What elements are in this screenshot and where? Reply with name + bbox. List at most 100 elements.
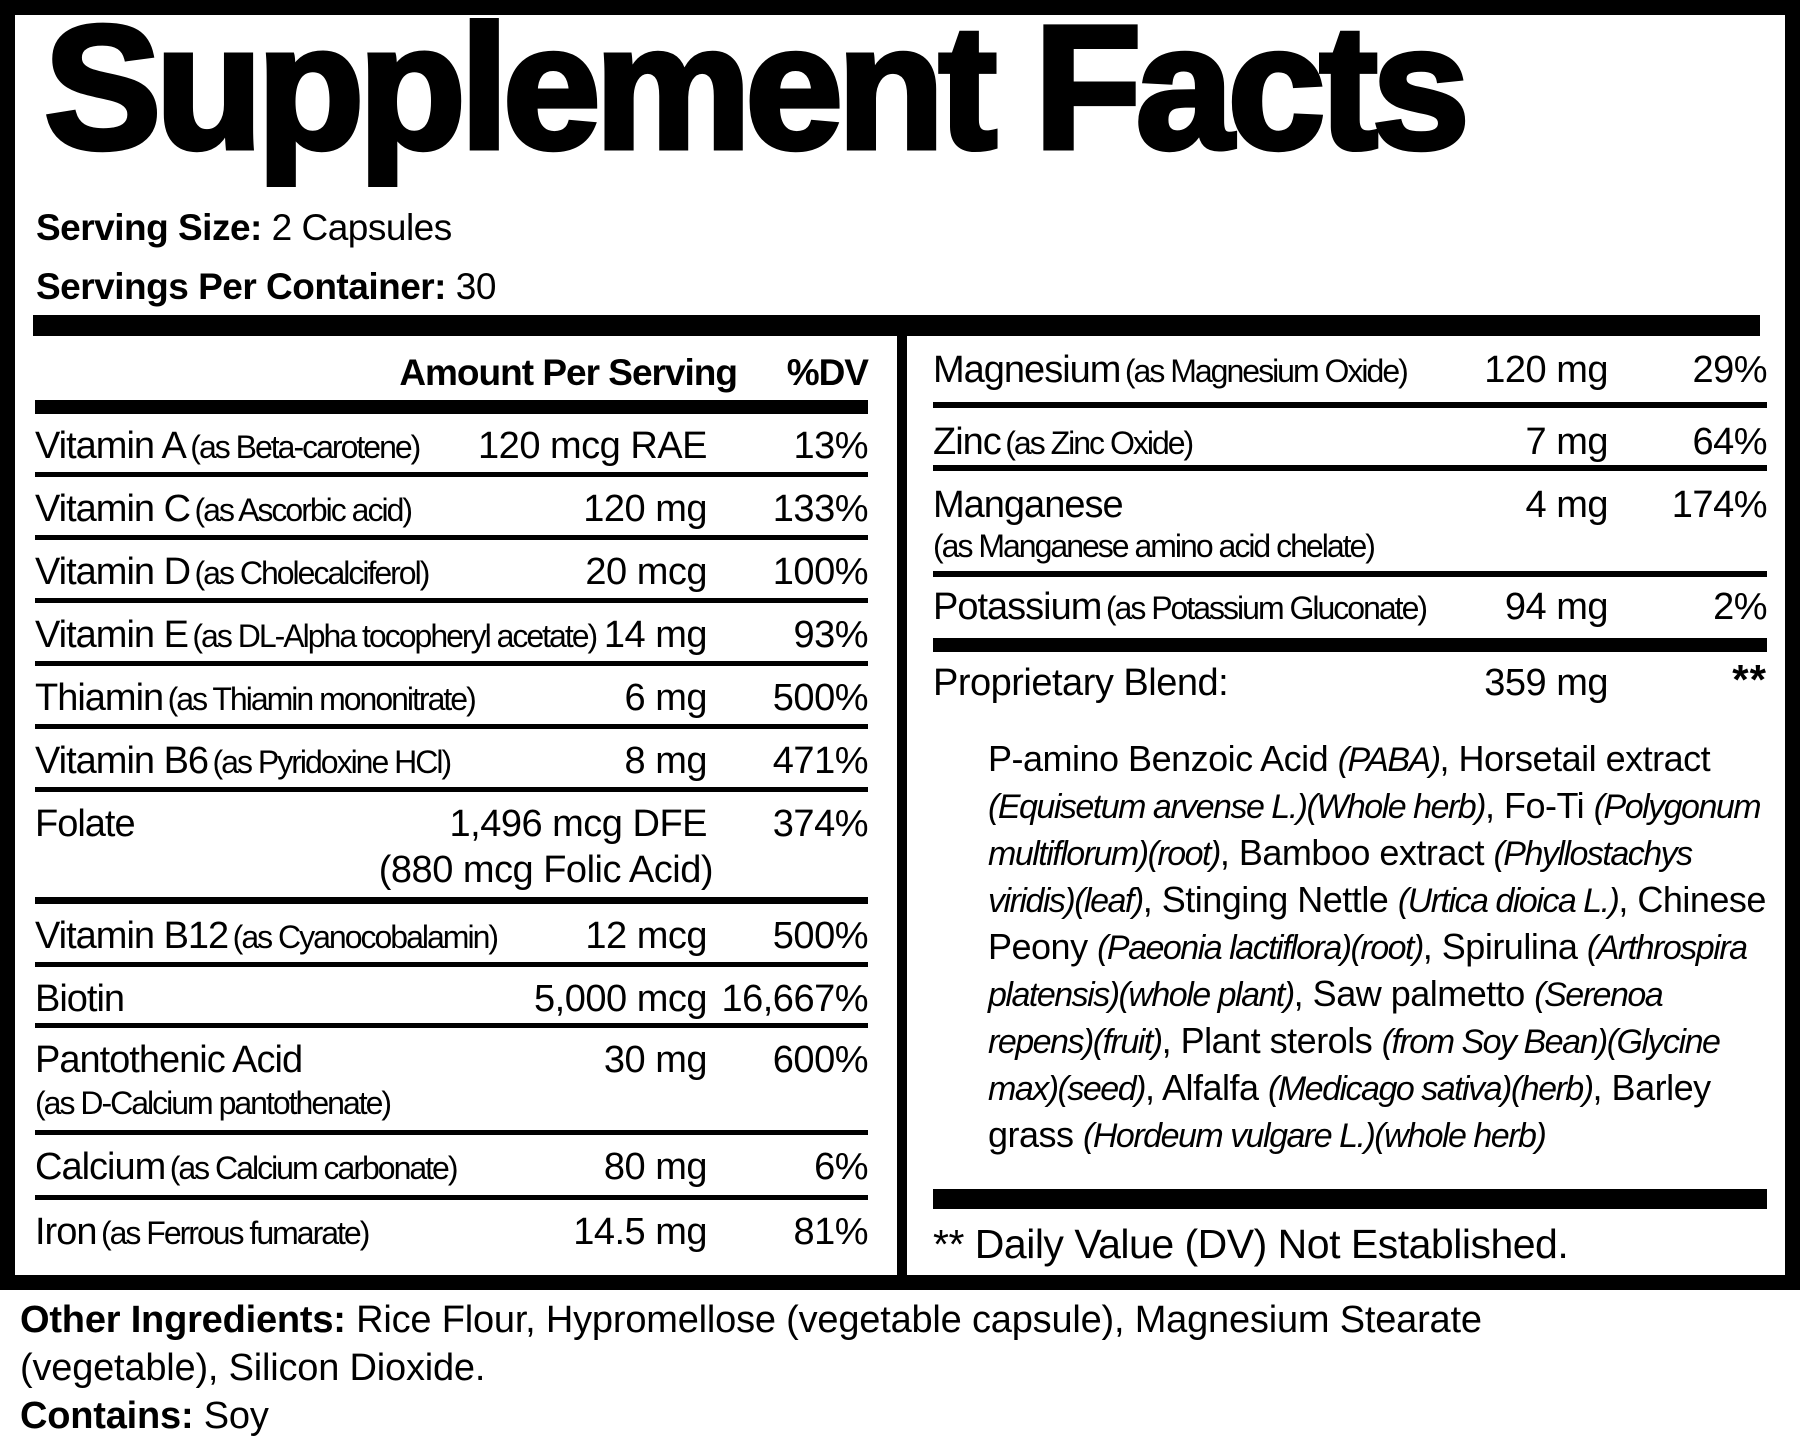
contains-line: Contains: Soy (20, 1392, 1780, 1440)
serving-size-value: 2 Capsules (261, 207, 453, 248)
table-row-zinc: Zinc (as Zinc Oxide) 7 mg 64% (933, 408, 1767, 471)
blend-segment: , Horsetail extract (1439, 738, 1711, 779)
table-row-vitamin-b6: Vitamin B6 (as Pyridoxine HCl) 8 mg 471% (35, 729, 869, 792)
nutrient-form: (as Cyanocobalamin) (232, 919, 499, 955)
nutrient-amount: 120 mg (1479, 349, 1608, 392)
nutrient-form: (as Calcium carbonate) (169, 1150, 459, 1186)
nutrient-name: Vitamin C (35, 488, 191, 530)
nutrient-dv: 6% (809, 1146, 868, 1189)
blend-segment-latin: (PABA) (1337, 741, 1441, 779)
blend-dv-asterisks: ** (1732, 656, 1767, 703)
nutrient-name: Vitamin A (35, 425, 187, 467)
nutrient-form: (as Magnesium Oxide) (1124, 353, 1409, 389)
other-ingredients-label: Other Ingredients: (20, 1299, 346, 1341)
nutrient-dv: 2% (1708, 586, 1767, 629)
nutrient-dv: 600% (767, 1039, 869, 1082)
serving-size-line: Serving Size: 2 Capsules (36, 198, 496, 257)
blend-amount: 359 mg (1484, 662, 1608, 704)
nutrient-dv: 374% (767, 803, 869, 846)
other-ingredients-value: Rice Flour, Hypromellose (vegetable caps… (345, 1299, 1482, 1341)
nutrient-dv: 64% (1687, 421, 1767, 464)
nutrient-form: (as D-Calcium pantothenate) (35, 1085, 392, 1121)
table-row-iron: Iron (as Ferrous fumarate) 14.5 mg 81% (35, 1200, 868, 1258)
nutrient-name: Biotin (35, 978, 125, 1020)
table-row-manganese: Manganese (as Manganese amino acid chela… (933, 471, 1768, 577)
table-row-biotin: Biotin 5,000 mcg 16,667% (35, 967, 868, 1028)
blend-segment-latin: (from Soy Bean)(Glycine max)(seed) (988, 1023, 1721, 1108)
nutrient-amount: 5,000 mcg (529, 978, 707, 1021)
nutrient-amount-secondary: (880 mcg Folic Acid) (378, 849, 714, 891)
nutrient-name: Manganese (933, 484, 1124, 526)
dv-header: %DV (786, 352, 869, 393)
dv-footnote: ** Daily Value (DV) Not Established. (933, 1221, 1569, 1267)
nutrient-dv: 471% (767, 740, 869, 783)
nutrient-dv: 500% (767, 915, 869, 958)
table-row-vitamin-a: Vitamin A (as Beta-carotene) 120 mcg RAE… (35, 414, 868, 477)
nutrient-form: (as Cholecalciferol) (194, 555, 430, 591)
blend-segment: , Stinging Nettle (1142, 879, 1398, 920)
other-ingredients-line1: Other Ingredients: Rice Flour, Hypromell… (20, 1296, 1780, 1344)
top-section-bar (33, 315, 1760, 336)
table-row-folate: Folate 1,496 mcg DFE (880 mcg Folic Acid… (35, 792, 869, 904)
nutrient-dv: 100% (767, 551, 869, 594)
contains-label: Contains: (20, 1395, 194, 1437)
serving-size-label: Serving Size: (36, 207, 262, 248)
nutrient-name: Folate (35, 803, 136, 845)
other-ingredients-line2: (vegetable), Silicon Dioxide. (20, 1344, 1780, 1392)
nutrient-form: (as Thiamin mononitrate) (167, 681, 477, 717)
nutrient-form: (as Potassium Gluconate) (1105, 590, 1428, 626)
nutrient-amount: 20 mcg (580, 551, 707, 594)
nutrient-amount: 120 mg (578, 488, 707, 531)
nutrient-form: (as Zinc Oxide) (1005, 425, 1194, 461)
table-row-calcium: Calcium (as Calcium carbonate) 80 mg 6% (35, 1135, 868, 1200)
nutrient-name: Potassium (933, 586, 1102, 628)
table-row-pantothenic-acid: Pantothenic Acid (as D-Calcium pantothen… (35, 1028, 869, 1135)
left-nutrient-table: Amount Per Serving %DV Vitamin A (as Bet… (35, 345, 869, 1258)
other-ingredients-value-continued: (vegetable), Silicon Dioxide. (20, 1347, 486, 1389)
nutrient-name: Thiamin (35, 677, 164, 719)
nutrient-dv: 174% (1666, 484, 1768, 527)
blend-label: Proprietary Blend: (933, 662, 1229, 704)
blend-segment: P-amino Benzoic Acid (988, 738, 1338, 779)
nutrient-amount: 120 mcg RAE (473, 425, 707, 468)
table-row-vitamin-e: Vitamin E (as DL-Alpha tocopheryl acetat… (35, 603, 868, 666)
nutrient-name: Calcium (35, 1146, 166, 1188)
nutrient-name: Magnesium (933, 349, 1121, 391)
table-row-thiamin: Thiamin (as Thiamin mononitrate) 6 mg 50… (35, 666, 869, 729)
servings-per-container-label: Servings Per Container: (36, 266, 447, 307)
footer-ingredients: Other Ingredients: Rice Flour, Hypromell… (20, 1296, 1780, 1440)
bottom-bar (0, 1275, 1800, 1290)
blend-segment-latin: (Equisetum arvense L.)(Whole herb) (988, 788, 1487, 826)
table-header: Amount Per Serving %DV (35, 345, 869, 400)
nutrient-form: (as Ferrous fumarate) (100, 1215, 370, 1251)
blend-segment: , Barley grass (988, 1067, 1711, 1155)
nutrient-dv: 29% (1687, 349, 1767, 392)
nutrient-dv: 133% (767, 488, 869, 531)
nutrient-name: Vitamin B12 (35, 915, 229, 957)
blend-segment: , Saw palmetto (1293, 973, 1535, 1014)
nutrient-name: Pantothenic Acid (35, 1039, 303, 1081)
blend-segment: , Bamboo extract (1219, 832, 1494, 873)
nutrient-name: Zinc (933, 421, 1002, 463)
table-row-potassium: Potassium (as Potassium Gluconate) 94 mg… (933, 577, 1767, 634)
nutrient-dv: 500% (767, 677, 869, 720)
nutrient-amount: 7 mg (1520, 421, 1609, 464)
section-bar (933, 638, 1767, 652)
nutrient-amount: 30 mg (598, 1039, 708, 1082)
blend-segment: , Plant sterols (1161, 1020, 1382, 1061)
blend-segment: , Fo-Ti (1485, 785, 1594, 826)
table-row-vitamin-d: Vitamin D (as Cholecalciferol) 20 mcg 10… (35, 540, 869, 603)
nutrient-name: Vitamin B6 (35, 740, 209, 782)
right-nutrient-table: Magnesium (as Magnesium Oxide) 120 mg 29… (933, 336, 1768, 1268)
nutrient-form: (as DL-Alpha tocopheryl acetate) (192, 618, 598, 654)
blend-ingredients-paragraph: P-amino Benzoic Acid (PABA), Horsetail e… (988, 736, 1767, 1159)
nutrient-form: (as Beta-carotene) (190, 429, 421, 465)
proprietary-blend-row: Proprietary Blend: 359 mg ** (933, 656, 1767, 710)
nutrient-amount: 80 mg (598, 1146, 708, 1189)
blend-segment-latin: (Urtica dioica L.) (1397, 882, 1620, 920)
table-row-magnesium: Magnesium (as Magnesium Oxide) 120 mg 29… (933, 336, 1767, 408)
blend-segment-latin: (Paeonia lactiflora)(root) (1097, 929, 1424, 967)
nutrient-amount: 14 mg (598, 614, 708, 657)
nutrient-form: (as Manganese amino acid chelate) (933, 528, 1376, 564)
blend-segment-latin: (Hordeum vulgare L.)(whole herb) (1083, 1117, 1547, 1155)
